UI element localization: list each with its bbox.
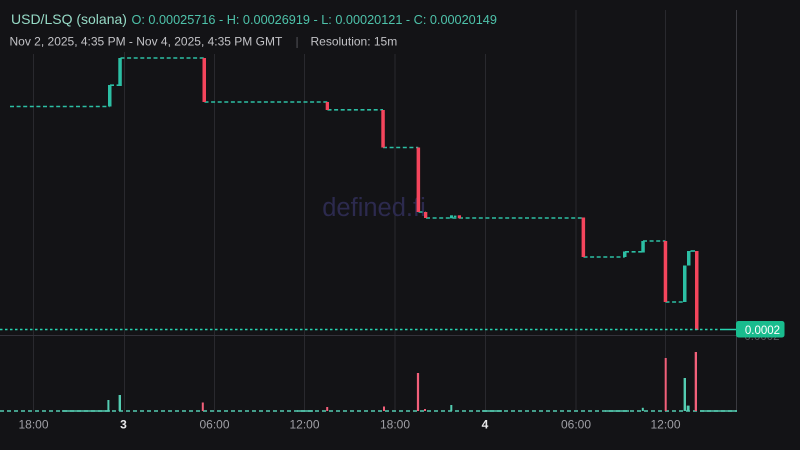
svg-text:06:00: 06:00 bbox=[561, 418, 591, 432]
svg-text:12:00: 12:00 bbox=[650, 418, 680, 432]
svg-text:06:00: 06:00 bbox=[199, 418, 229, 432]
svg-text:USD/LSQ (solana): USD/LSQ (solana) bbox=[11, 11, 127, 27]
svg-text:3: 3 bbox=[120, 418, 127, 432]
svg-text:18:00: 18:00 bbox=[18, 418, 48, 432]
svg-text:defined.fi: defined.fi bbox=[322, 194, 426, 222]
svg-text:Resolution: 15m: Resolution: 15m bbox=[311, 35, 398, 49]
svg-text:18:00: 18:00 bbox=[380, 418, 410, 432]
svg-text:|: | bbox=[296, 35, 299, 49]
svg-text:0.0002: 0.0002 bbox=[745, 325, 780, 337]
svg-text:12:00: 12:00 bbox=[289, 418, 319, 432]
svg-text:O: 0.00025716 - H: 0.00026919: O: 0.00025716 - H: 0.00026919 - L: 0.000… bbox=[132, 13, 497, 27]
svg-text:Nov 2, 2025, 4:35 PM - Nov 4,: Nov 2, 2025, 4:35 PM - Nov 4, 2025, 4:35… bbox=[10, 35, 283, 49]
svg-text:4: 4 bbox=[482, 418, 489, 432]
